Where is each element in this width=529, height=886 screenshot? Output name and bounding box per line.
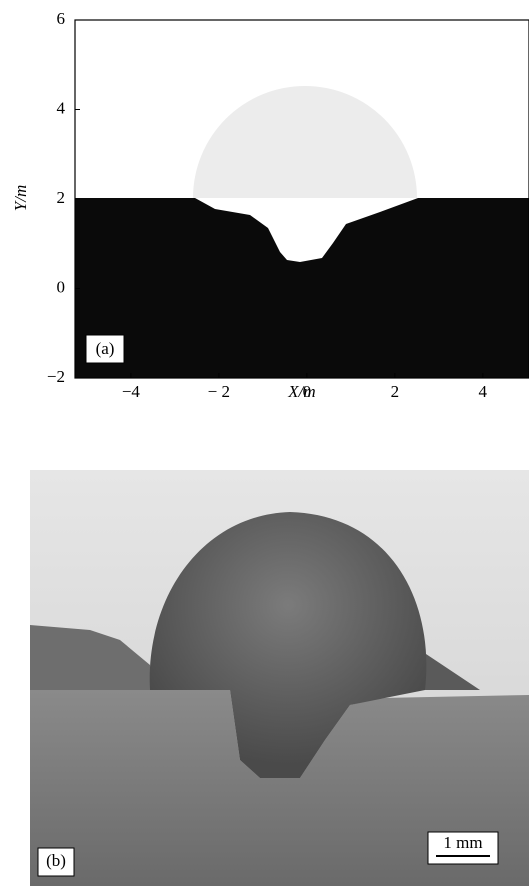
y-tick-label: 4 — [57, 98, 66, 117]
scale-bar-label: 1 mm — [443, 833, 482, 852]
photo-label: (b) — [46, 851, 66, 870]
x-tick-label: 4 — [479, 382, 488, 401]
y-tick-label: 0 — [57, 277, 66, 296]
x-tick-label: 0 — [303, 382, 312, 401]
page: (a) X/m Y/m −4− 2024−20246 (b) 1 mm (() … — [0, 0, 529, 886]
y-tick-label: 2 — [57, 188, 66, 207]
x-tick-label: − 2 — [208, 382, 230, 401]
y-axis-label: Y/m — [11, 185, 30, 211]
y-tick-label: 6 — [57, 9, 66, 28]
x-axis-label: X/m — [287, 382, 315, 401]
panel-label: (a) — [96, 339, 115, 358]
x-tick-label: 2 — [391, 382, 400, 401]
plot-area: (a) X/m Y/m −4 − 2 0 2 4 −2 0 2 4 6 — [11, 9, 529, 401]
x-tick-label: −4 — [122, 382, 141, 401]
y-tick-label: −2 — [47, 367, 65, 386]
figure: (a) X/m Y/m −4 − 2 0 2 4 −2 0 2 4 6 (b) 1 mm — [0, 0, 529, 886]
photo-panel: (b) 1 mm — [30, 470, 529, 886]
